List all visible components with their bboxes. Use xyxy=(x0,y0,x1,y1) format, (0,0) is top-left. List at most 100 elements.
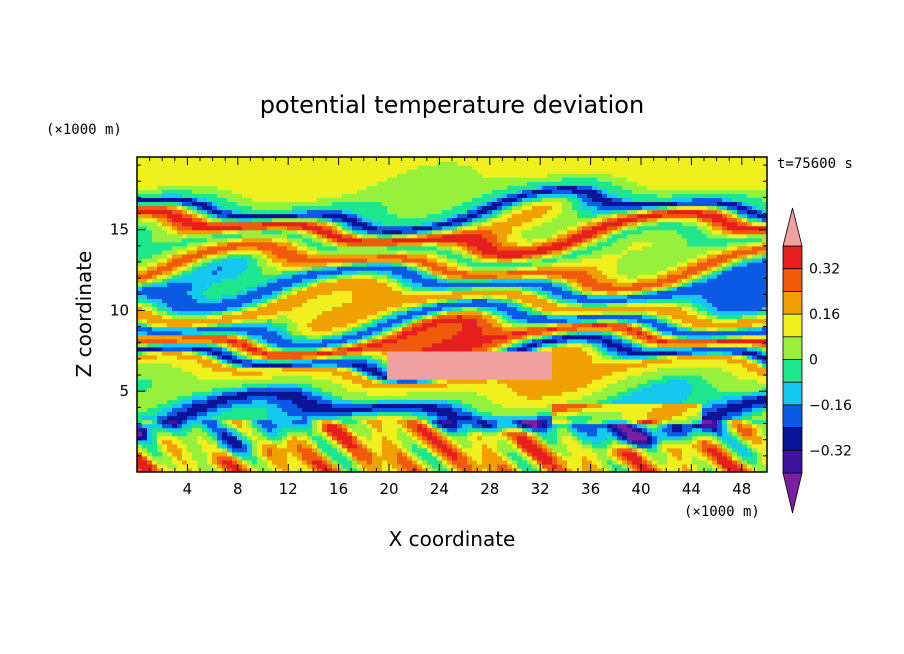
heatmap-cell xyxy=(752,318,758,324)
heatmap-cell xyxy=(172,387,178,392)
heatmap-cell xyxy=(467,463,473,469)
heatmap-cell xyxy=(417,371,423,376)
heatmap-cell xyxy=(407,367,413,372)
heatmap-cell xyxy=(472,367,478,372)
heatmap-cell xyxy=(282,346,288,352)
heatmap-cell xyxy=(327,407,333,413)
heatmap-cell xyxy=(387,326,393,332)
heatmap-cell xyxy=(142,334,148,340)
heatmap-cell xyxy=(677,419,683,425)
heatmap-cell xyxy=(562,350,568,356)
heatmap-cell xyxy=(372,423,378,429)
heatmap-cell xyxy=(357,358,363,364)
heatmap-cell xyxy=(642,326,648,332)
heatmap-cell xyxy=(497,379,503,384)
heatmap-cell xyxy=(742,399,748,404)
heatmap-cell xyxy=(172,459,178,465)
heatmap-cell xyxy=(537,314,543,320)
heatmap-cell xyxy=(382,455,388,461)
heatmap-cell xyxy=(272,326,278,332)
heatmap-cell xyxy=(182,447,188,453)
heatmap-cell xyxy=(582,431,588,437)
heatmap-cell xyxy=(387,431,393,437)
heatmap-cell xyxy=(142,338,148,344)
heatmap-cell xyxy=(697,427,703,433)
heatmap-cell xyxy=(457,383,463,388)
heatmap-cell xyxy=(477,411,483,417)
heatmap-cell xyxy=(397,395,403,400)
heatmap-cell xyxy=(352,415,358,421)
heatmap-cell xyxy=(252,399,258,404)
heatmap-cell xyxy=(242,451,248,457)
heatmap-cell xyxy=(327,314,333,320)
heatmap-cell xyxy=(527,387,533,392)
heatmap-cell xyxy=(287,467,293,472)
heatmap-cell xyxy=(632,326,638,332)
heatmap-cell xyxy=(732,383,738,388)
heatmap-cell xyxy=(427,362,433,368)
heatmap-cell xyxy=(422,455,428,461)
heatmap-cell xyxy=(422,371,428,376)
heatmap-cell xyxy=(187,346,193,352)
heatmap-cell xyxy=(677,379,683,384)
heatmap-cell xyxy=(357,346,363,352)
heatmap-cell xyxy=(612,375,618,380)
heatmap-cell xyxy=(347,342,353,348)
heatmap-cell xyxy=(212,318,218,324)
heatmap-cell xyxy=(382,379,388,384)
heatmap-cell xyxy=(452,399,458,404)
heatmap-cell xyxy=(202,411,208,417)
heatmap-cell xyxy=(247,318,253,324)
heatmap-cell xyxy=(592,455,598,461)
heatmap-cell xyxy=(302,455,308,461)
heatmap-cell xyxy=(287,354,293,360)
heatmap-cell xyxy=(552,431,558,437)
heatmap-cell xyxy=(362,375,368,380)
heatmap-cell xyxy=(387,395,393,400)
heatmap-cell xyxy=(382,371,388,376)
heatmap-cell xyxy=(617,427,623,433)
heatmap-cell xyxy=(252,435,258,441)
heatmap-cell xyxy=(192,350,198,356)
heatmap-cell xyxy=(372,467,378,472)
heatmap-cell xyxy=(262,399,268,404)
heatmap-cell xyxy=(537,367,543,372)
heatmap-cell xyxy=(167,371,173,376)
heatmap-cell xyxy=(642,318,648,324)
heatmap-cell xyxy=(192,467,198,472)
heatmap-cell xyxy=(642,455,648,461)
heatmap-cell xyxy=(502,463,508,469)
heatmap-cell xyxy=(232,407,238,413)
heatmap-cell xyxy=(452,322,458,328)
heatmap-cell xyxy=(747,407,753,413)
heatmap-cell xyxy=(152,403,158,408)
heatmap-cell xyxy=(317,403,323,408)
heatmap-cell xyxy=(502,330,508,336)
heatmap-cell xyxy=(162,467,168,472)
heatmap-cell xyxy=(227,314,233,320)
heatmap-cell xyxy=(762,350,767,356)
heatmap-cell xyxy=(232,463,238,469)
heatmap-cell xyxy=(272,407,278,413)
heatmap-cell xyxy=(662,455,668,461)
heatmap-cell xyxy=(627,423,633,429)
heatmap-cell xyxy=(312,399,318,404)
heatmap-cell xyxy=(762,407,767,413)
heatmap-cell xyxy=(552,415,558,421)
heatmap-cell xyxy=(212,419,218,425)
heatmap-cell xyxy=(447,354,453,360)
heatmap-cell xyxy=(302,435,308,441)
heatmap-cell xyxy=(462,318,468,324)
heatmap-cell xyxy=(632,318,638,324)
heatmap-cell xyxy=(497,435,503,441)
heatmap-cell xyxy=(327,447,333,453)
heatmap-cell xyxy=(647,431,653,437)
heatmap-cell xyxy=(292,451,298,457)
heatmap-cell xyxy=(212,451,218,457)
heatmap-cell xyxy=(447,367,453,372)
heatmap-cell xyxy=(287,395,293,400)
heatmap-cell xyxy=(147,423,153,429)
heatmap-cell xyxy=(307,326,313,332)
heatmap-cell xyxy=(247,467,253,472)
heatmap-cell xyxy=(637,362,643,368)
